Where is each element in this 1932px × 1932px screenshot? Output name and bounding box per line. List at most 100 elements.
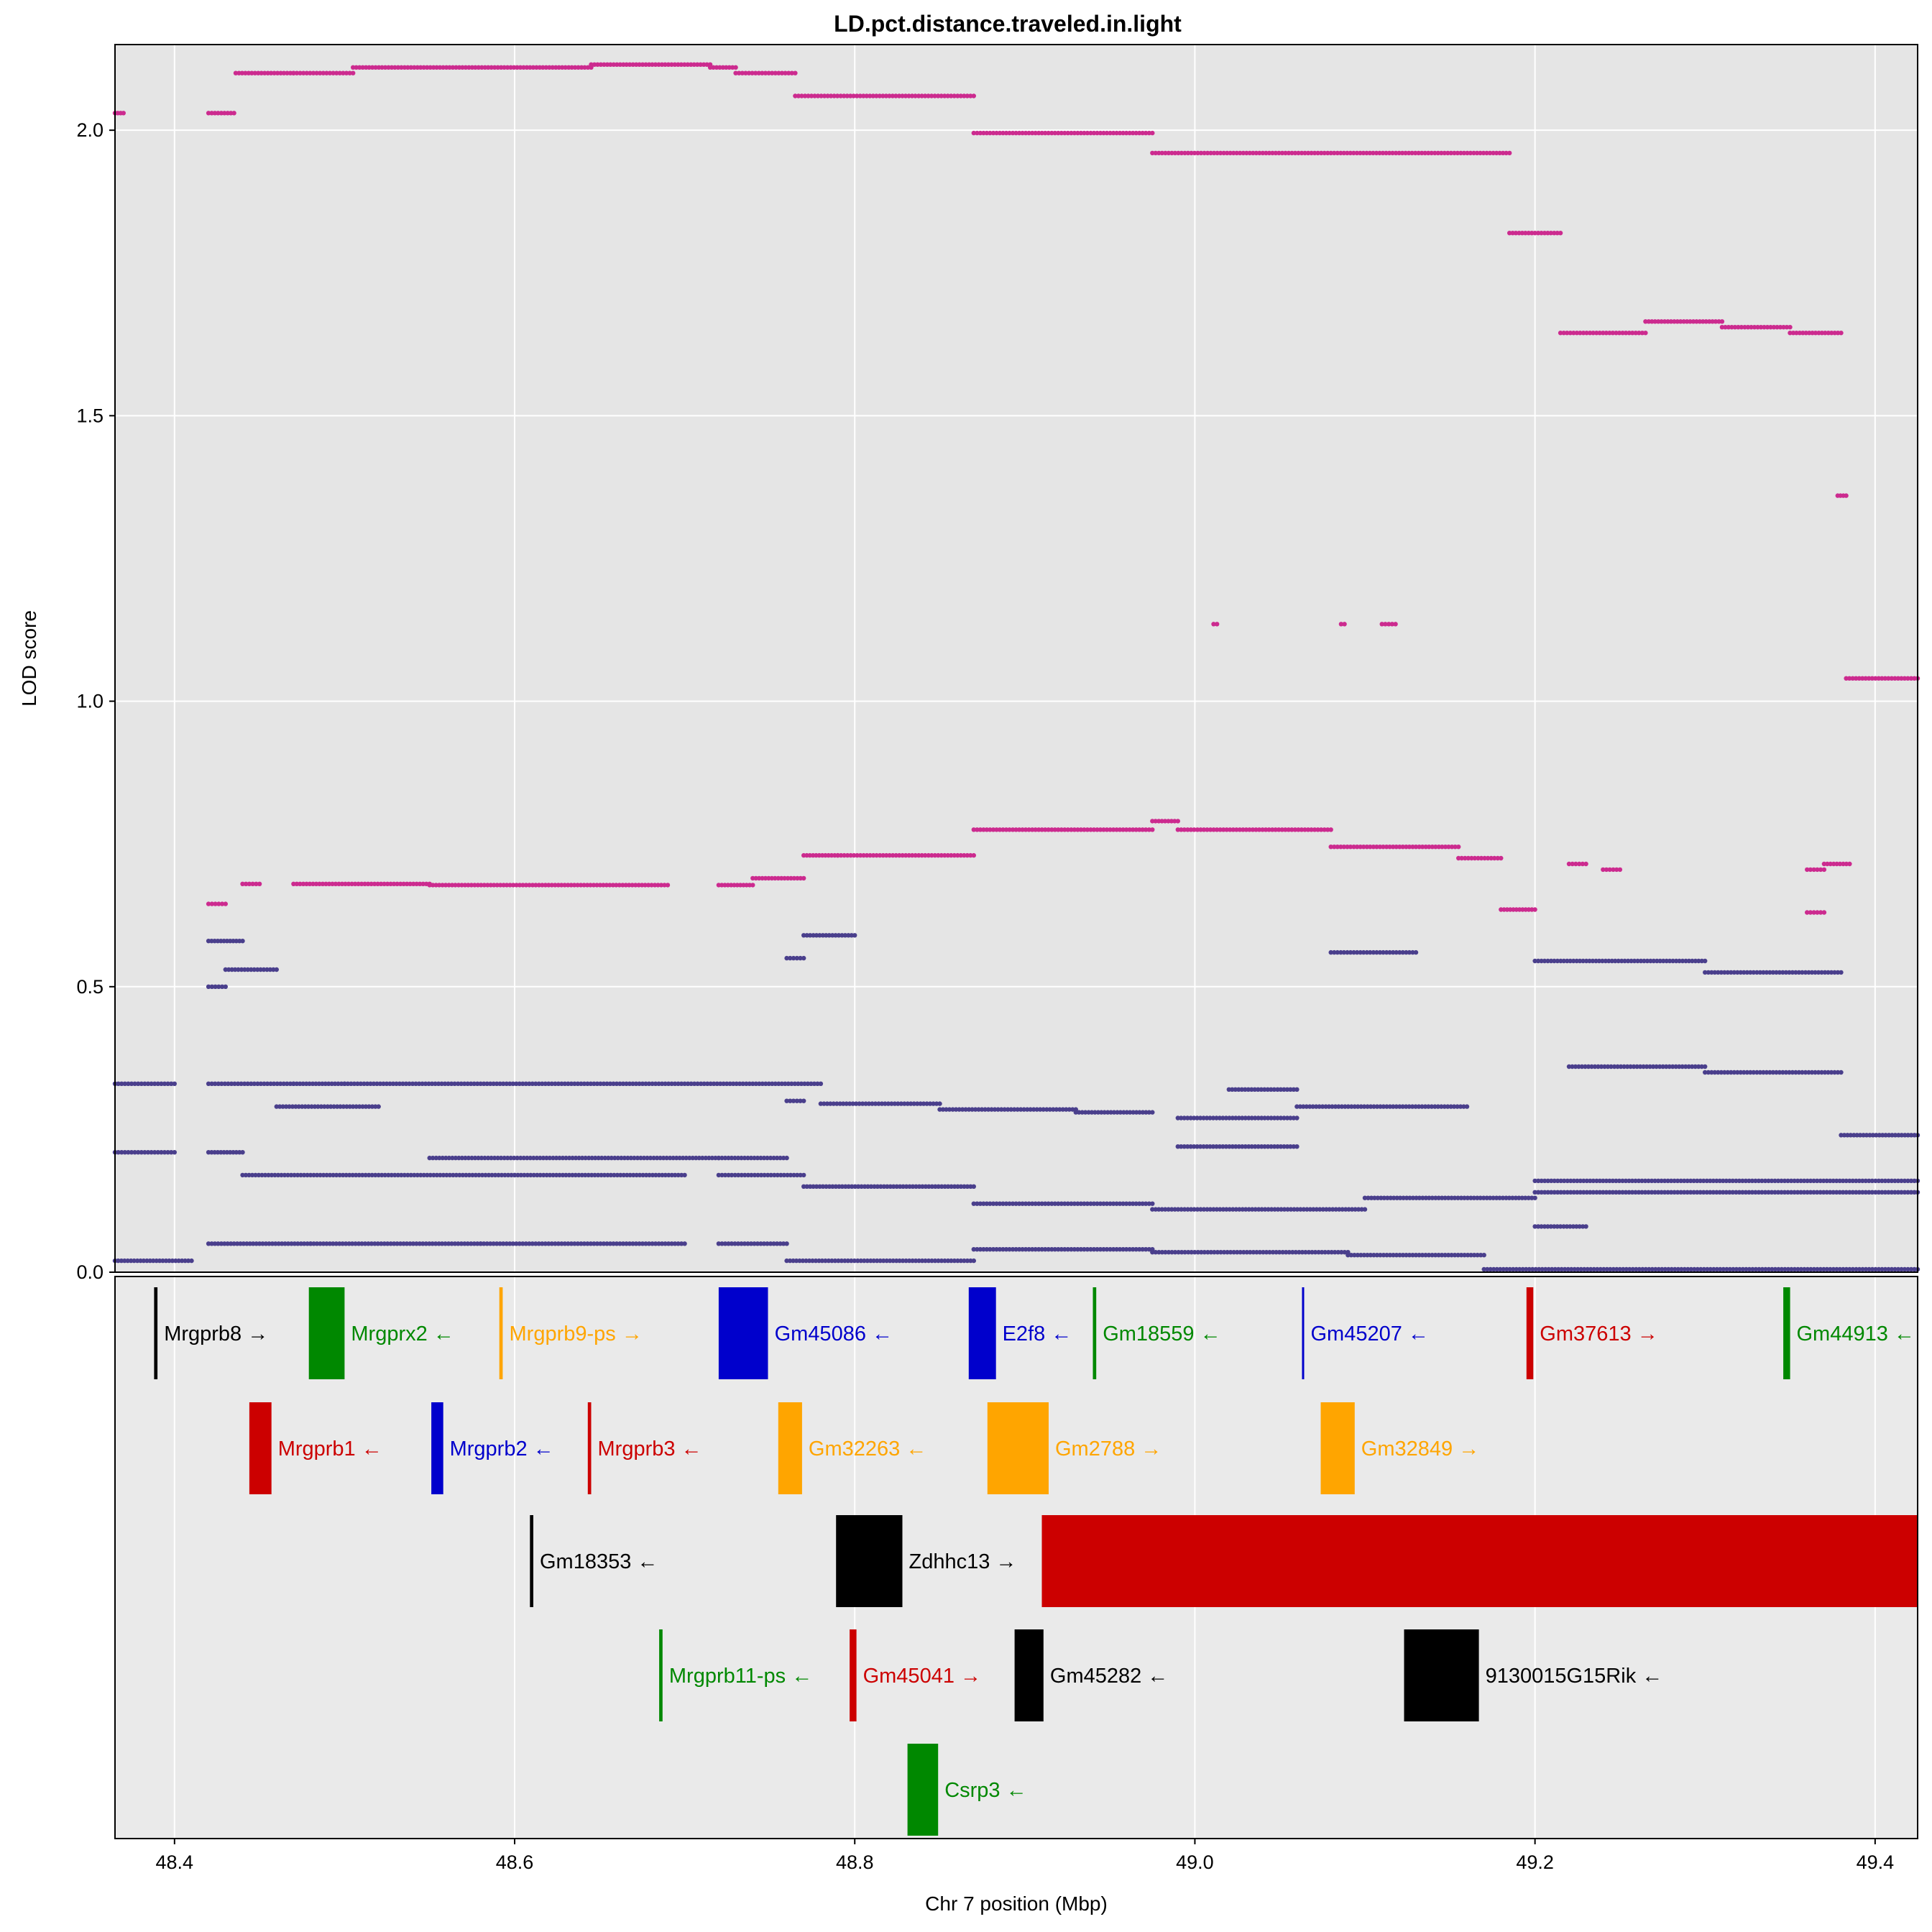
lod-point [1616,331,1622,336]
lod-point [1192,827,1197,832]
lod-point [1565,1190,1570,1195]
lod-point [1880,1190,1885,1195]
lod-point [242,967,247,972]
lod-point [1527,1266,1532,1272]
lod-point [719,1155,724,1161]
lod-point [1787,970,1792,975]
lod-point [388,1241,393,1246]
lod-point [828,1101,833,1106]
lod-point [1023,827,1029,832]
lod-point [495,1155,500,1161]
lod-point [1036,130,1041,136]
lod-point [159,1150,164,1155]
lod-point [1727,1266,1733,1272]
lod-point [1199,1250,1204,1255]
lod-point [682,62,687,68]
gene-box [1041,1515,1918,1607]
x-tick-label-1: 48.6 [496,1852,534,1873]
lod-point [887,93,892,98]
lod-point [1841,1178,1846,1184]
lod-point [678,1081,684,1087]
lod-point [1558,958,1563,964]
lod-point [1354,949,1360,955]
lod-point [1832,331,1837,336]
lod-point [447,65,452,70]
lod-point [1695,1178,1700,1184]
lod-point [1664,1064,1669,1070]
lod-point [665,883,671,888]
lod-point [1391,1104,1396,1109]
lod-point [352,881,358,887]
lod-point [247,881,252,887]
lod-point [395,65,401,70]
lod-point [615,62,620,68]
lod-point [1091,1247,1097,1252]
lod-point [1714,1190,1719,1195]
lod-point [341,70,346,75]
lod-point [960,1107,965,1112]
lod-point [929,1184,935,1190]
lod-point [976,1107,981,1112]
lod-point [1404,1195,1409,1200]
lod-point [1278,1144,1284,1149]
lod-point [1453,845,1458,850]
lod-point [566,883,571,888]
lod-point [981,130,986,136]
lod-point [569,883,574,888]
lod-point [607,1081,613,1087]
lod-point [952,1258,957,1264]
lod-point [119,1150,124,1155]
lod-point [1240,1207,1246,1212]
lod-point [423,1081,428,1087]
lod-point [1703,970,1708,975]
lod-point [1377,949,1383,955]
lod-point [152,1150,157,1155]
lod-point [971,827,977,832]
lod-point [1688,1266,1693,1272]
lod-point [1271,1144,1277,1149]
lod-point [354,1104,359,1109]
lod-point [1468,1253,1473,1258]
lod-point [1358,1253,1363,1258]
series-1-run-0 [112,1081,177,1087]
lod-point [358,1081,364,1087]
lod-point [1834,1178,1839,1184]
lod-point [1394,845,1399,850]
lod-point [1524,1266,1529,1272]
lod-point [1638,958,1644,964]
lod-point [858,1258,864,1264]
lod-point [1892,1190,1898,1195]
lod-point [491,1241,496,1246]
lod-point [324,1172,329,1178]
lod-point [1355,1253,1361,1258]
lod-point [1573,861,1578,867]
lod-point [852,1258,857,1264]
lod-point [375,1241,380,1246]
lod-point [1186,1250,1191,1255]
lod-point [436,1241,441,1246]
lod-point [551,1172,556,1178]
lod-point [1600,958,1605,964]
lod-point [1026,1247,1031,1252]
series-1-run-32 [937,1107,1079,1112]
lod-point [1526,231,1531,236]
lod-point [1000,827,1006,832]
lod-point [436,883,442,888]
lod-point [1549,1190,1554,1195]
lod-point [761,1155,767,1161]
lod-point [1140,1110,1146,1115]
lod-point [646,62,652,68]
lod-point [763,875,768,881]
lod-point [897,1258,902,1264]
lod-point [1413,1104,1418,1109]
lod-point [263,1241,269,1246]
lod-point [1847,861,1852,867]
lod-point [1540,1266,1545,1272]
lod-point [351,65,356,70]
lod-point [1899,676,1904,681]
lod-point [1253,1116,1258,1121]
lod-point [833,933,838,938]
lod-point [1202,1250,1208,1255]
lod-point [619,1155,624,1161]
lod-point [1038,1107,1043,1112]
